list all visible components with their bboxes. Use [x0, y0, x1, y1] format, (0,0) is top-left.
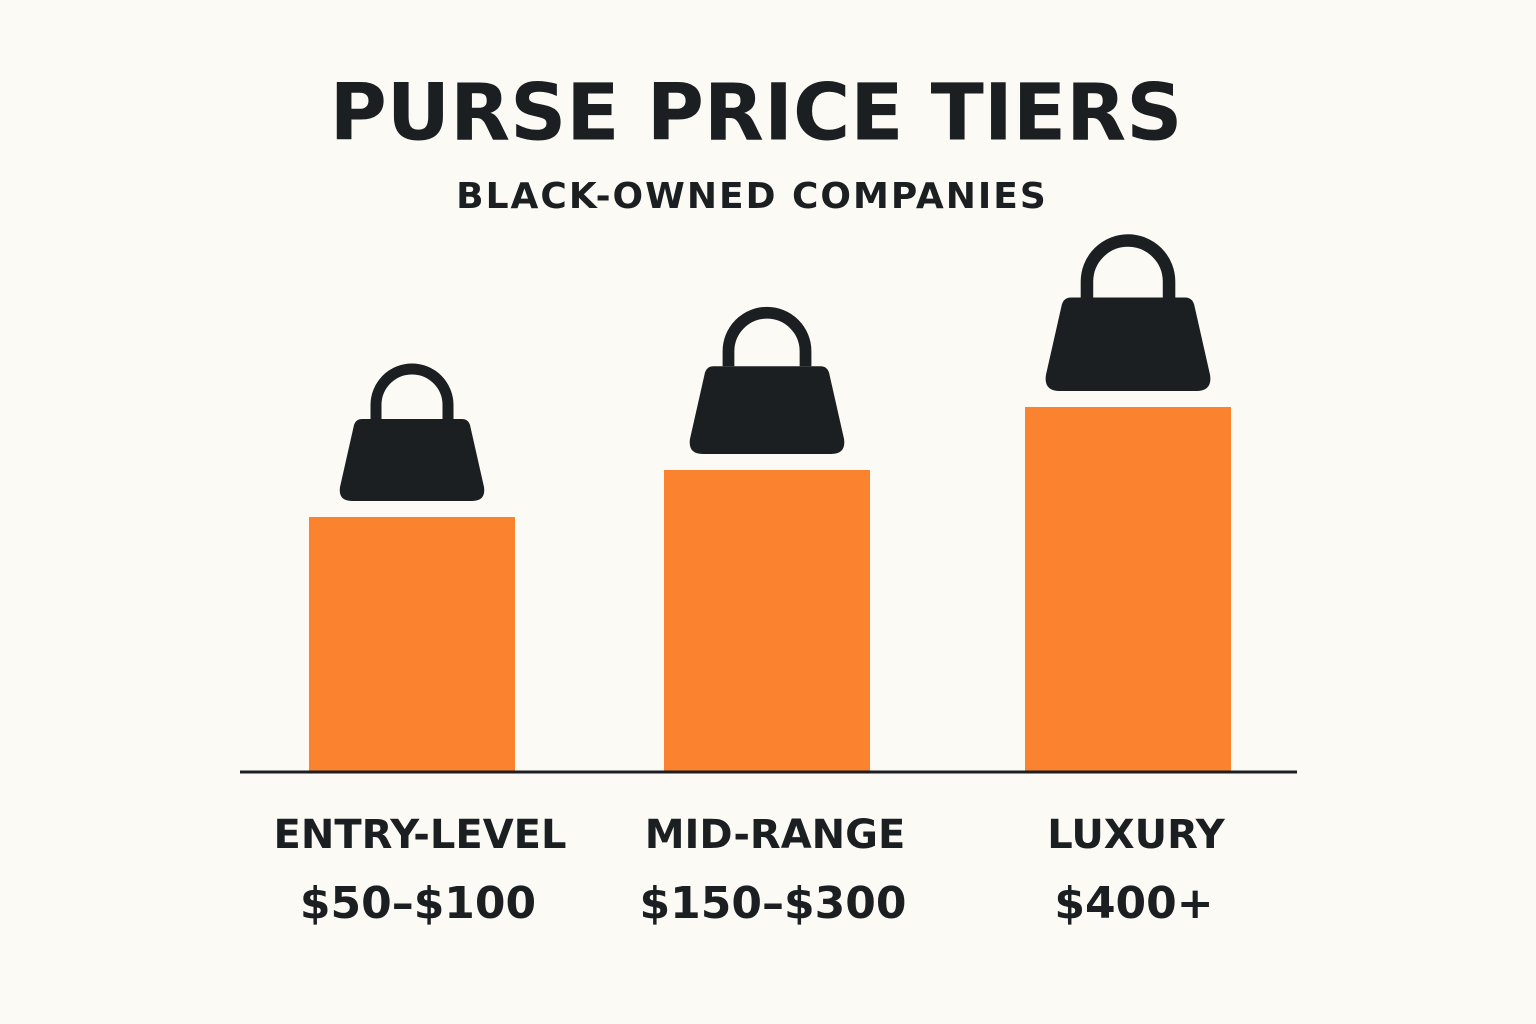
purse-handle	[722, 306, 812, 367]
purse-body	[1045, 297, 1211, 391]
price-range-label: $400+	[1054, 878, 1213, 929]
price-range-label: $50–$100	[300, 878, 536, 929]
purse-handle	[1080, 234, 1176, 298]
purse-icon	[689, 306, 845, 454]
purse-handle	[370, 363, 454, 419]
purse-body	[339, 419, 485, 501]
bar	[1025, 407, 1231, 772]
purse-icon	[1045, 234, 1211, 391]
bar	[664, 470, 870, 772]
x-tick-label: MID-RANGE	[645, 812, 906, 858]
bar	[309, 517, 515, 772]
x-tick-label: ENTRY-LEVEL	[274, 812, 567, 858]
x-tick-label: LUXURY	[1047, 812, 1225, 858]
chart-title: PURSE PRICE TIERS	[330, 68, 1183, 158]
purse-icon	[339, 363, 485, 501]
chart-subtitle: BLACK-OWNED COMPANIES	[456, 176, 1048, 217]
purse-body	[689, 366, 845, 454]
price-range-label: $150–$300	[640, 878, 907, 929]
